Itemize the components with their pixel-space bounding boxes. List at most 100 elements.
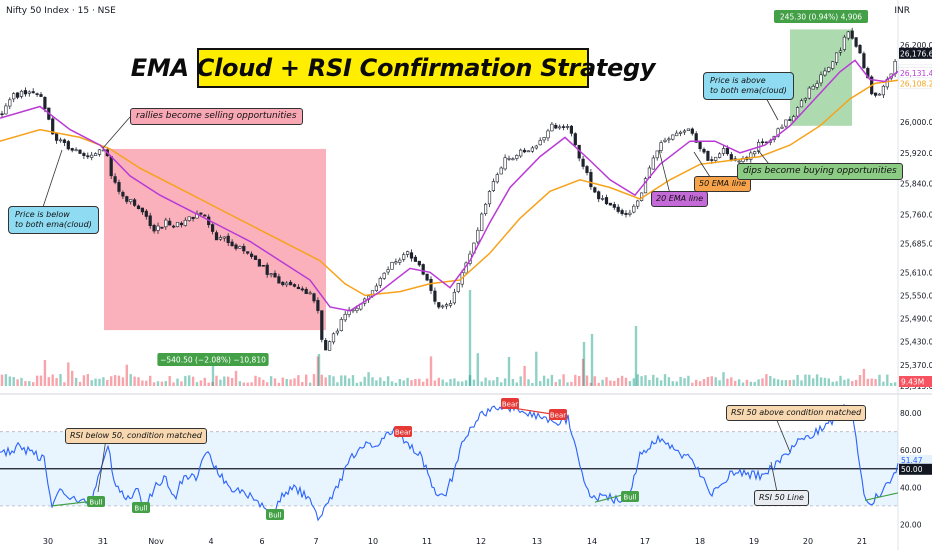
volume-bar [687, 375, 690, 386]
volume-bar [566, 382, 569, 386]
bull-tag: Bull [268, 512, 281, 520]
volume-bar [437, 377, 440, 386]
price-tick-label: 25,840.00 [900, 180, 932, 189]
volume-bar [730, 377, 733, 386]
volume-bar [449, 379, 452, 386]
volume-bar [722, 372, 725, 386]
volume-bar [761, 378, 764, 386]
volume-bar [773, 378, 776, 386]
volume-bar [16, 379, 19, 386]
price-tick-label: 26,000.00 [900, 118, 932, 127]
volume-bar [851, 381, 854, 386]
volume-bar [788, 380, 791, 386]
volume-bar [297, 375, 300, 386]
candle-body [534, 145, 538, 149]
candle-body [378, 278, 382, 286]
volume-bar [702, 379, 706, 386]
bull-tag-bg [266, 509, 284, 520]
candle-body [390, 262, 394, 270]
volume-bar [117, 375, 121, 386]
volume-bar [425, 378, 429, 386]
candle-body [503, 157, 507, 170]
volume-bar [831, 381, 834, 386]
volume-bar [398, 378, 401, 386]
candle-body [589, 172, 593, 188]
volume-bar [741, 382, 745, 386]
candle-body [487, 191, 492, 205]
volume-bar [893, 382, 897, 386]
volume-label: 9.43M [901, 378, 924, 387]
candle-body [604, 197, 609, 205]
volume-bar [675, 381, 678, 386]
candle-body [819, 74, 823, 84]
volume-bar [480, 381, 483, 386]
volume-bar [141, 380, 144, 386]
candle-body [795, 107, 800, 117]
volume-bar [363, 376, 366, 386]
volume-bar [160, 381, 164, 386]
volume-bar [776, 379, 780, 386]
volume-bar [86, 374, 89, 386]
volume-bar [156, 381, 160, 386]
candle-body [760, 141, 765, 144]
volume-bar [632, 378, 635, 386]
volume-bar [4, 374, 8, 386]
volume-bar [238, 381, 242, 386]
volume-bar [671, 381, 674, 386]
volume-bar [242, 382, 245, 386]
volume-bar [468, 375, 472, 386]
candle-body [8, 99, 12, 107]
candle-body [12, 93, 16, 100]
time-tick-label: 18 [695, 537, 705, 546]
currency-label[interactable]: INR [894, 6, 910, 16]
volume-bar [500, 382, 503, 386]
candle-body [179, 222, 184, 226]
candle-body [238, 246, 242, 249]
candle-body [433, 290, 437, 302]
candle-body [168, 220, 172, 226]
candle-body [862, 53, 866, 69]
volume-bar [784, 380, 788, 386]
volume-bar [98, 378, 101, 386]
price-tick-label: 25,550.00 [900, 291, 932, 300]
annotation-connector [693, 151, 713, 181]
rsi-tick-label: 60.00 [900, 446, 922, 455]
volume-bar [332, 376, 335, 386]
candle-body [632, 205, 636, 213]
candle-body [316, 300, 320, 311]
strategy-title: EMA Cloud + RSI Confirmation Strategy [131, 48, 656, 88]
candle-body [402, 254, 406, 260]
candle-body [214, 232, 219, 241]
candle-body [74, 149, 78, 152]
volume-bar [258, 377, 261, 386]
volume-bar [683, 378, 686, 386]
candle-body [43, 97, 47, 110]
candle-body [628, 212, 632, 215]
candle-body [405, 251, 410, 255]
candle-body [803, 98, 807, 101]
candle-body [585, 166, 589, 173]
candle-body [511, 158, 515, 161]
candle-body [651, 157, 655, 170]
volume-bar [874, 379, 877, 386]
volume-bar [199, 380, 203, 386]
candle-body [187, 216, 191, 221]
volume-bar [636, 374, 639, 386]
candle-body [308, 292, 312, 295]
volume-bar [628, 381, 632, 386]
candle-body [686, 128, 690, 131]
candle-body [304, 288, 308, 295]
bear-tag-bg [549, 409, 567, 420]
volume-bar [582, 342, 586, 386]
rsi-line [0, 401, 899, 522]
volume-bar [613, 380, 616, 386]
volume-bar [601, 379, 604, 386]
candle-body [530, 147, 534, 152]
volume-bar [312, 374, 316, 386]
bear-tag: Bear [502, 401, 518, 409]
candle-body [846, 31, 850, 39]
candle-body [682, 130, 687, 133]
candle-body [409, 252, 414, 259]
